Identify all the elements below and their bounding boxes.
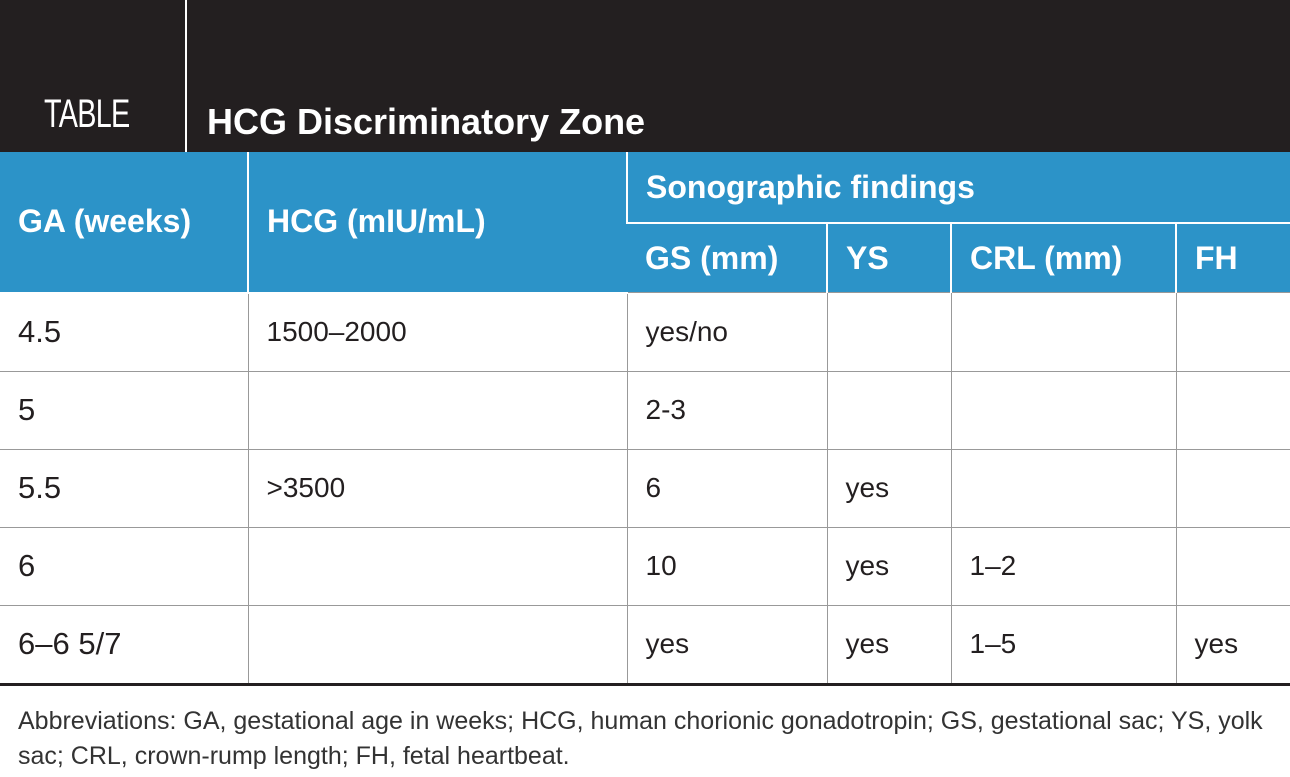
table-cell: yes/no — [626, 292, 827, 371]
table-row: 5 2-3 — [0, 370, 1290, 449]
footnote: Abbreviations: GA, gestational age in we… — [18, 707, 1263, 770]
table-row: 6–6 5/7 yes yes 1–5 yes — [0, 604, 1290, 686]
table-title: HCG Discriminatory Zone — [207, 101, 646, 142]
table-cell — [950, 370, 1176, 449]
table-cell — [247, 526, 627, 605]
header-band: TABLE HCG Discriminatory Zone — [0, 0, 1290, 152]
table-cell — [1175, 526, 1290, 605]
data-table: GA (weeks) HCG (mIU/mL) Sonographic find… — [0, 152, 1290, 686]
table-cell: yes — [826, 526, 951, 605]
table-cell: 4.5 — [0, 292, 248, 371]
table-cell: 10 — [626, 526, 827, 605]
table-cell: yes — [1175, 604, 1290, 686]
column-header: FH — [1175, 223, 1290, 293]
column-header: CRL (mm) — [950, 223, 1176, 293]
table-body: 4.5 1500–2000 yes/no 5 2-3 5.5 >3500 6 yes 6 10 yes… — [0, 292, 1290, 686]
table-cell: yes — [826, 604, 951, 686]
table-row: 5.5 >3500 6 yes — [0, 448, 1290, 527]
table-cell: yes — [826, 448, 951, 527]
table-label: TABLE — [44, 92, 130, 136]
table-cell: 5.5 — [0, 448, 248, 527]
column-header: YS — [826, 223, 951, 293]
table-cell — [1175, 292, 1290, 371]
table-cell: 6 — [0, 526, 248, 605]
table-cell: 2-3 — [626, 370, 827, 449]
table-cell — [1175, 448, 1290, 527]
table-cell: >3500 — [247, 448, 627, 527]
table-cell — [247, 604, 627, 686]
column-header: HCG (mIU/mL) — [247, 152, 627, 294]
table-cell — [826, 370, 951, 449]
table-cell: 6–6 5/7 — [0, 604, 248, 686]
table-cell — [247, 370, 627, 449]
table-cell — [826, 292, 951, 371]
table-cell — [950, 448, 1176, 527]
table-cell: yes — [626, 604, 827, 686]
column-header: GS (mm) — [627, 223, 827, 293]
table-cell — [1175, 370, 1290, 449]
table-cell: 1–5 — [950, 604, 1176, 686]
table-cell — [950, 292, 1176, 371]
group-header: Sonographic findings — [626, 152, 1290, 224]
table-row: 6 10 yes 1–2 — [0, 526, 1290, 605]
table-row: 4.5 1500–2000 yes/no — [0, 292, 1290, 371]
table-cell: 5 — [0, 370, 248, 449]
table-cell: 1–2 — [950, 526, 1176, 605]
table-cell: 1500–2000 — [247, 292, 627, 371]
divider — [185, 0, 187, 152]
column-header: GA (weeks) — [0, 152, 248, 294]
table-cell: 6 — [626, 448, 827, 527]
